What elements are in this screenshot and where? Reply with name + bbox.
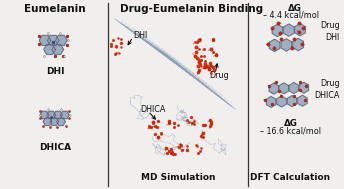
Text: DHI: DHI (133, 30, 147, 40)
Polygon shape (55, 35, 67, 46)
Polygon shape (50, 118, 58, 125)
Polygon shape (52, 44, 64, 54)
Text: Drug: Drug (320, 22, 340, 30)
Polygon shape (44, 44, 55, 54)
Polygon shape (39, 35, 51, 46)
Text: MD Simulation: MD Simulation (141, 173, 215, 182)
Text: Drug-Eumelanin Binding: Drug-Eumelanin Binding (120, 4, 264, 14)
Polygon shape (47, 111, 56, 119)
Polygon shape (269, 39, 280, 52)
Polygon shape (299, 82, 309, 93)
Polygon shape (293, 38, 303, 51)
Text: Eumelanin: Eumelanin (24, 4, 86, 14)
Polygon shape (295, 24, 305, 36)
Polygon shape (43, 118, 52, 125)
Polygon shape (54, 111, 62, 119)
Text: DHICA: DHICA (39, 143, 71, 153)
Polygon shape (57, 118, 65, 125)
Polygon shape (40, 111, 49, 119)
Text: – 4.4 kcal/mol: – 4.4 kcal/mol (263, 10, 319, 19)
Polygon shape (279, 83, 289, 94)
Polygon shape (281, 39, 292, 51)
Text: DHICA: DHICA (315, 91, 340, 101)
Polygon shape (61, 111, 69, 119)
Text: Drug: Drug (320, 80, 340, 88)
Polygon shape (298, 95, 307, 106)
Polygon shape (47, 35, 59, 46)
Text: ΔG: ΔG (288, 4, 302, 13)
Text: DHICA: DHICA (140, 105, 165, 114)
Text: DFT Calculation: DFT Calculation (250, 173, 330, 182)
Text: DHI: DHI (46, 67, 64, 75)
Polygon shape (289, 83, 299, 94)
Polygon shape (269, 83, 279, 94)
Text: – 16.6 kcal/mol: – 16.6 kcal/mol (260, 126, 322, 135)
Text: DHI: DHI (326, 33, 340, 43)
Polygon shape (266, 96, 276, 107)
Text: ΔG: ΔG (284, 119, 298, 128)
Polygon shape (272, 24, 283, 37)
Polygon shape (287, 96, 297, 107)
Polygon shape (283, 24, 294, 36)
Text: Drug: Drug (209, 71, 229, 81)
Polygon shape (277, 96, 286, 107)
